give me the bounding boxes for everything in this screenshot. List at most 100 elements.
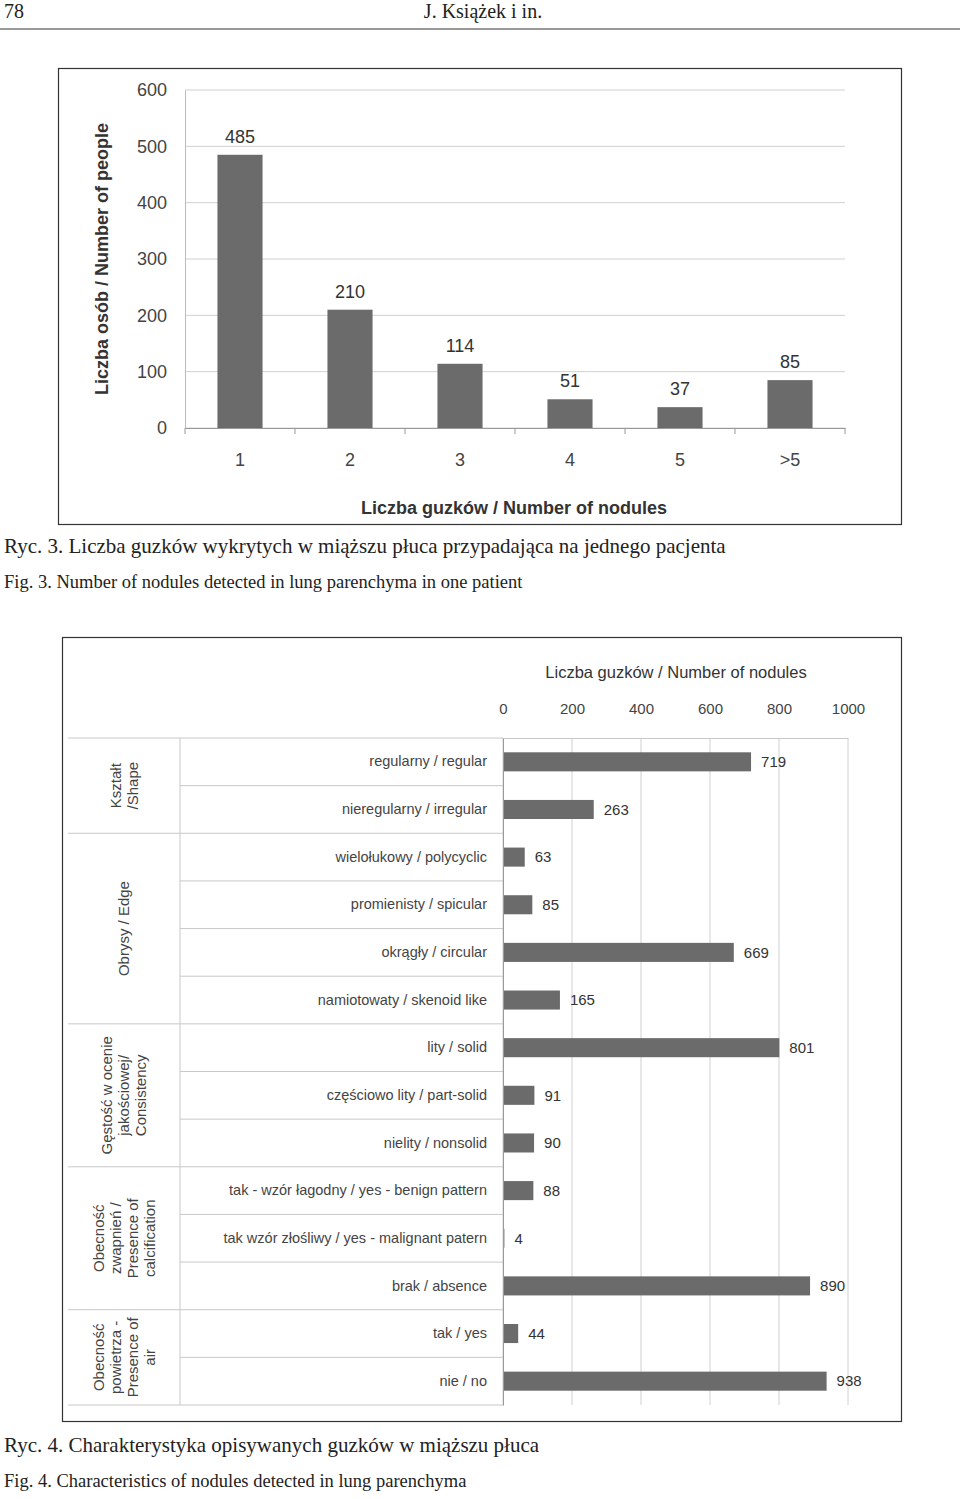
grid-line [185, 259, 845, 260]
bar [503, 895, 532, 914]
separator [405, 428, 406, 434]
data-label: 485 [225, 127, 255, 147]
grid-line [848, 738, 849, 1405]
y-axis: regularny / regular nieregularny / irregu… [223, 739, 503, 1406]
group-label-line: Kształt [107, 762, 124, 808]
grid-line [572, 738, 573, 1405]
data-label: 719 [761, 753, 786, 770]
chart-1: 010020030040050060012345>548521011451378… [92, 80, 846, 518]
tick-label: 5 [675, 450, 685, 470]
group-label: Kształt/Shape [107, 762, 141, 810]
group-label: Obecnośćpowietrza -Presence ofair [90, 1317, 158, 1398]
tick-label: 0 [499, 700, 507, 717]
group-label-line: air [141, 1349, 158, 1366]
bar [503, 752, 751, 771]
separator [68, 1166, 503, 1167]
data-label: 165 [570, 991, 595, 1008]
chart-2: 02004006008001000regularny / regularnier… [68, 663, 865, 1406]
separator [735, 428, 736, 434]
group-label-line: jakościowej/ [115, 1054, 132, 1137]
bar [437, 364, 482, 428]
x-axis-title: Liczba guzków / Number of nodules [545, 663, 806, 681]
tick-label: 1 [235, 450, 245, 470]
group-label-line: /Shape [124, 762, 141, 810]
group-label: Obrysy / Edge [115, 881, 132, 976]
tick: regularny / regular [369, 753, 503, 769]
tick: częściowo lity / part-solid [327, 1087, 503, 1103]
separator [180, 1262, 503, 1263]
tick-label: częściowo lity / part-solid [327, 1087, 487, 1103]
separator [185, 428, 186, 434]
separator [68, 1023, 503, 1024]
separator [180, 928, 503, 929]
tick: tak - wzór łagodny / yes - benign patter… [229, 1182, 503, 1198]
group-label-line: Consistency [132, 1054, 149, 1136]
bar [503, 1086, 534, 1105]
group-label-line: Presence of [124, 1197, 141, 1278]
tick: 600 [137, 80, 185, 100]
data-labels: 7192636385669165801919088489044938 [514, 753, 861, 1389]
y-axis: 0100200300400500600 [137, 80, 186, 438]
tick-label: 800 [767, 700, 792, 717]
group-label-line: Obrysy / Edge [115, 881, 132, 976]
tick-label: 600 [137, 80, 167, 100]
bar [503, 1181, 533, 1200]
grid-line [185, 371, 845, 372]
running-title: J. Książek i in. [424, 0, 542, 23]
bar [767, 380, 812, 428]
bar [503, 848, 525, 867]
tick: >5 [780, 428, 801, 470]
tick: nieregularny / irregular [342, 801, 503, 817]
tick-label: 500 [137, 137, 167, 157]
tick: 500 [137, 137, 185, 157]
caption-en: Fig. 3. Number of nodules detected in lu… [4, 572, 523, 592]
x-axis: 12345>5 [186, 428, 846, 470]
caption-en: Fig. 4. Characteristics of nodules detec… [4, 1471, 466, 1491]
tick: 3 [455, 428, 465, 470]
tick: nie / no [439, 1373, 503, 1389]
axis-line [185, 91, 186, 429]
data-label: 85 [780, 352, 800, 372]
x-axis-title: Liczba guzków / Number of nodules [361, 498, 667, 518]
tick: promienisty / spicular [351, 896, 503, 912]
separator [180, 1119, 503, 1120]
bar [327, 310, 372, 428]
grid-line [185, 315, 845, 316]
tick-label: 600 [698, 700, 723, 717]
bar [503, 1324, 518, 1343]
group-label-line: calcification [141, 1199, 158, 1277]
tick-label: 0 [157, 418, 167, 438]
bar [547, 399, 592, 428]
group-label-line: powietrza - [107, 1321, 124, 1394]
tick-label: wielołukowy / polycyclic [335, 849, 488, 865]
y-axis-title: Liczba osób / Number of people [92, 123, 112, 395]
bar [503, 1372, 827, 1391]
tick-label: 1000 [832, 700, 865, 717]
tick: 5 [675, 428, 685, 470]
tick-label: okrągły / circular [381, 944, 487, 960]
group-label-line: Presence of [124, 1317, 141, 1398]
tick: 600 [698, 700, 723, 738]
bar [503, 1276, 810, 1295]
tick-label: 3 [455, 450, 465, 470]
bars [217, 155, 812, 428]
axis-line [504, 738, 849, 739]
data-label: 890 [820, 1277, 845, 1294]
tick-label: tak wzór złośliwy / yes - malignant pate… [223, 1230, 487, 1246]
tick-label: nielity / nonsolid [384, 1135, 487, 1151]
tick: okrągły / circular [381, 944, 503, 960]
tick: 400 [137, 193, 185, 213]
data-label: 669 [744, 944, 769, 961]
bar [503, 1133, 534, 1152]
tick: lity / solid [427, 1039, 503, 1055]
separator [180, 1214, 503, 1215]
separator [180, 1071, 503, 1072]
data-label: 210 [335, 282, 365, 302]
separator [180, 738, 181, 1405]
group-label-line: Gęstość w ocenie [98, 1036, 115, 1154]
tick: tak / yes [433, 1325, 503, 1341]
bars [503, 752, 827, 1390]
data-label: 91 [544, 1087, 561, 1104]
tick-label: >5 [780, 450, 801, 470]
tick-label: nie / no [439, 1373, 487, 1389]
